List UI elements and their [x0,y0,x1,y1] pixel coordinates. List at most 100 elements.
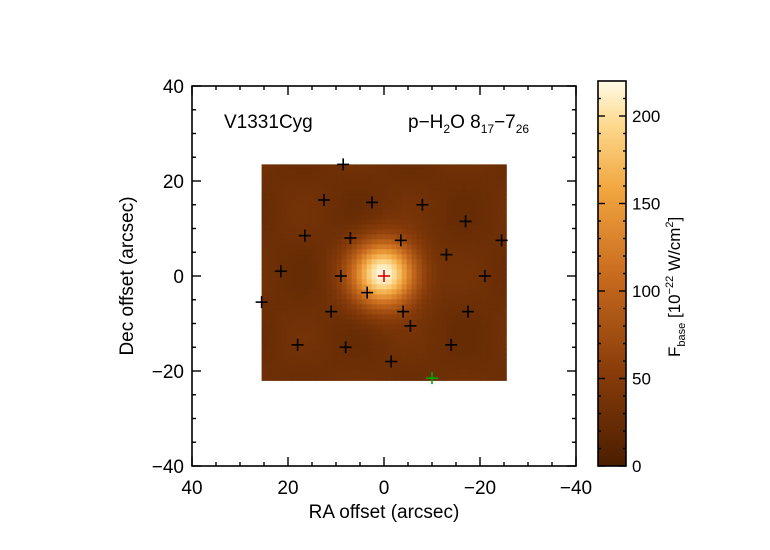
heatmap-cell [366,274,372,280]
heatmap-cell [301,334,307,340]
heatmap-cell [381,364,387,370]
heatmap-cell [381,374,387,380]
heatmap-cell [281,379,287,381]
heatmap-cell [501,174,507,180]
heatmap-cell [336,254,342,260]
heatmap-cell [456,164,462,170]
heatmap-cell [371,289,377,295]
heatmap-cell [331,344,337,350]
heatmap-cell [261,244,267,250]
heatmap-cell [496,234,502,240]
heatmap-cell [261,189,267,195]
heatmap-cell [301,169,307,175]
heatmap-cell [326,254,332,260]
heatmap-cell [401,314,407,320]
heatmap-cell [446,239,452,245]
heatmap-cell [351,329,357,335]
heatmap-cell [291,264,297,270]
heatmap-cell [401,379,407,381]
heatmap-cell [406,284,412,290]
heatmap-cell [406,224,412,230]
heatmap-cell [266,254,272,260]
heatmap-cell [271,329,277,335]
heatmap-cell [491,184,497,190]
heatmap-cell [301,279,307,285]
heatmap-cell [366,169,372,175]
heatmap-cell [446,364,452,370]
heatmap-cell [316,199,322,205]
heatmap-cell [376,249,382,255]
heatmap-cell [411,314,417,320]
heatmap-cell [486,334,492,340]
heatmap-cell [471,299,477,305]
heatmap-cell [416,239,422,245]
heatmap-cell [371,299,377,305]
heatmap-cell [451,364,457,370]
heatmap-cell [266,364,272,370]
heatmap-cell [361,184,367,190]
heatmap-cell [491,269,497,275]
heatmap-cell [486,354,492,360]
heatmap-cell [351,169,357,175]
heatmap-cell [381,299,387,305]
heatmap-cell [291,309,297,315]
heatmap-cell [291,179,297,185]
heatmap-cell [461,249,467,255]
heatmap-cell [441,254,447,260]
heatmap-cell [471,199,477,205]
heatmap-cell [361,239,367,245]
heatmap-cell [371,349,377,355]
heatmap-cell [431,289,437,295]
heatmap-cell [356,304,362,310]
heatmap-cell [331,279,337,285]
heatmap-cell [311,339,317,345]
heatmap-cell [301,239,307,245]
heatmap-cell [271,344,277,350]
heatmap-cell [411,164,417,170]
heatmap-cell [441,264,447,270]
heatmap-cell [281,174,287,180]
heatmap-cell [306,324,312,330]
heatmap-cell [411,264,417,270]
heatmap-cell [356,354,362,360]
heatmap-cell [261,319,267,325]
heatmap-cell [491,339,497,345]
heatmap-cell [331,184,337,190]
heatmap-cell [341,209,347,215]
heatmap-cell [436,324,442,330]
heatmap-cell [431,319,437,325]
heatmap-cell [291,209,297,215]
heatmap-cell [411,249,417,255]
heatmap-cell [456,329,462,335]
heatmap-cell [406,279,412,285]
heatmap-cell [416,349,422,355]
heatmap-cell [326,174,332,180]
heatmap-cell [276,324,282,330]
heatmap-cell [481,319,487,325]
heatmap-cell [361,254,367,260]
heatmap-cell [301,264,307,270]
heatmap-cell [281,339,287,345]
heatmap-cell [296,364,302,370]
heatmap-cell [411,229,417,235]
heatmap-cell [261,219,267,225]
heatmap-cell [461,239,467,245]
heatmap-cell [351,324,357,330]
heatmap-cell [441,244,447,250]
heatmap-cell [311,349,317,355]
heatmap-cell [361,169,367,175]
heatmap-cell [276,204,282,210]
heatmap-cell [296,294,302,300]
heatmap-cell [441,164,447,170]
heatmap-cell [491,249,497,255]
heatmap-cell [476,214,482,220]
heatmap-cell [266,179,272,185]
heatmap-cell [441,374,447,380]
heatmap-cell [281,219,287,225]
heatmap-cell [446,349,452,355]
heatmap-cell [491,194,497,200]
heatmap-cell [316,244,322,250]
spaxel-marker [334,270,347,282]
heatmap-cell [296,189,302,195]
heatmap-cell [466,314,472,320]
